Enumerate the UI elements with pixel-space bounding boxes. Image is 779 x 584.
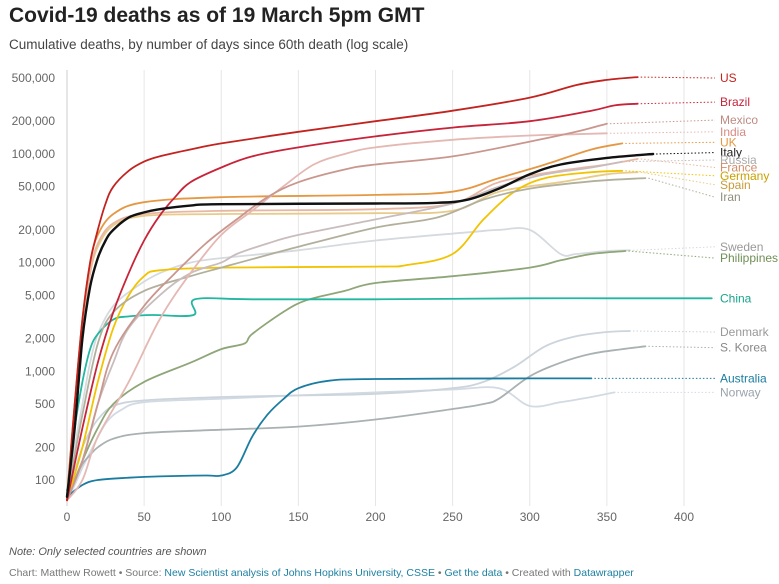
- series-line-mexico: [66, 122, 608, 502]
- credit-prefix: Chart: Matthew Rowett • Source:: [9, 567, 165, 579]
- leader-line-philippines: [628, 250, 716, 259]
- leader-line-italy: [656, 152, 716, 155]
- leader-line-sweden: [632, 246, 716, 251]
- x-tick-label: 250: [443, 510, 463, 524]
- y-tick-label: 5,000: [25, 288, 55, 302]
- y-tick-label: 500,000: [12, 71, 56, 85]
- x-tick-label: 350: [597, 510, 617, 524]
- credit-separator-1: •: [434, 567, 445, 579]
- series-line-us: [66, 76, 639, 502]
- y-tick-label: 200,000: [12, 114, 56, 128]
- chart-subtitle: Cumulative deaths, by number of days sin…: [9, 37, 409, 52]
- series-line-italy: [65, 152, 655, 498]
- series-label-iran: Iran: [720, 190, 741, 204]
- series-lines: [65, 76, 713, 502]
- series-label-russia: Russia: [720, 153, 757, 167]
- x-tick-label: 150: [288, 510, 308, 524]
- credit-separator-2: • Created with: [502, 567, 574, 579]
- leader-line-iran: [648, 177, 716, 198]
- series-line-australia: [66, 377, 593, 498]
- x-tick-label: 200: [365, 510, 385, 524]
- leader-line-india: [609, 131, 716, 134]
- series-label-mexico: Mexico: [720, 113, 758, 127]
- y-tick-label: 500: [35, 397, 55, 411]
- leader-line-russia: [625, 159, 716, 163]
- leader-line-us: [640, 76, 716, 79]
- footer-credit: Chart: Matthew Rowett • Source: New Scie…: [9, 567, 634, 579]
- series-label-italy: Italy: [720, 146, 742, 160]
- series-label-sweden: Sweden: [720, 240, 763, 254]
- series-label-china: China: [720, 291, 752, 305]
- series-label-s-korea: S. Korea: [720, 341, 767, 355]
- series-line-brazil: [66, 102, 639, 502]
- x-tick-label: 100: [211, 510, 231, 524]
- x-axis-tick-labels: 0 50 100 150 200 250 300 350 400: [64, 510, 695, 524]
- y-tick-label: 10,000: [18, 256, 55, 270]
- y-tick-label: 50,000: [18, 180, 55, 194]
- footer-note: Note: Only selected countries are shown: [9, 546, 207, 558]
- series-label-brazil: Brazil: [720, 95, 750, 109]
- series-label-uk: UK: [720, 135, 737, 149]
- series-line-philippines: [66, 250, 627, 502]
- leader-line-germany: [625, 170, 716, 177]
- y-tick-label: 100: [35, 473, 55, 487]
- leader-line-brazil: [640, 101, 716, 105]
- y-tick-label: 200: [35, 440, 55, 454]
- source-link[interactable]: New Scientist analysis of Johns Hopkins …: [164, 567, 435, 579]
- series-line-denmark: [66, 330, 631, 502]
- y-tick-label: 2,000: [25, 332, 55, 346]
- leader-line-denmark: [632, 330, 716, 333]
- y-tick-label: 100,000: [12, 147, 56, 161]
- series-label-germany: Germany: [720, 169, 769, 183]
- series-label-norway: Norway: [720, 385, 761, 399]
- y-axis-tick-labels: 100 200 500 1,000 2,000 5,000 10,000 20,000 50,0…: [12, 71, 56, 487]
- get-data-link[interactable]: Get the data: [444, 567, 503, 579]
- y-tick-label: 1,000: [25, 364, 55, 378]
- series-label-india: India: [720, 125, 746, 139]
- series-line-china: [66, 297, 713, 492]
- series-line-norway: [66, 386, 616, 502]
- series-line-iran: [66, 177, 647, 498]
- series-line-germany: [66, 169, 624, 502]
- series-line-sweden: [66, 227, 631, 502]
- series-line-india: [66, 132, 608, 502]
- series-line-russia: [66, 160, 624, 502]
- leader-line-uk: [625, 141, 716, 144]
- x-tick-label: 0: [64, 510, 71, 524]
- series-label-australia: Australia: [720, 371, 767, 385]
- series-label-us: US: [720, 71, 737, 85]
- x-tick-label: 400: [674, 510, 694, 524]
- series-label-denmark: Denmark: [720, 325, 770, 339]
- x-tick-label: 300: [520, 510, 540, 524]
- leader-line-s-korea: [648, 345, 716, 349]
- leader-line-mexico: [609, 119, 716, 125]
- series-line-uk: [66, 142, 624, 498]
- chart-title: Covid-19 deaths as of 19 March 5pm GMT: [9, 4, 425, 27]
- y-tick-label: 20,000: [18, 223, 55, 237]
- series-end-labels: US Brazil MexicoIndiaUKItalyRussiaFranceGe…: [594, 71, 778, 399]
- x-tick-label: 50: [137, 510, 151, 524]
- series-label-spain: Spain: [720, 178, 751, 192]
- datawrapper-link[interactable]: Datawrapper: [573, 567, 634, 579]
- series-label-philippines: Philippines: [720, 251, 778, 265]
- series-label-france: France: [720, 161, 758, 175]
